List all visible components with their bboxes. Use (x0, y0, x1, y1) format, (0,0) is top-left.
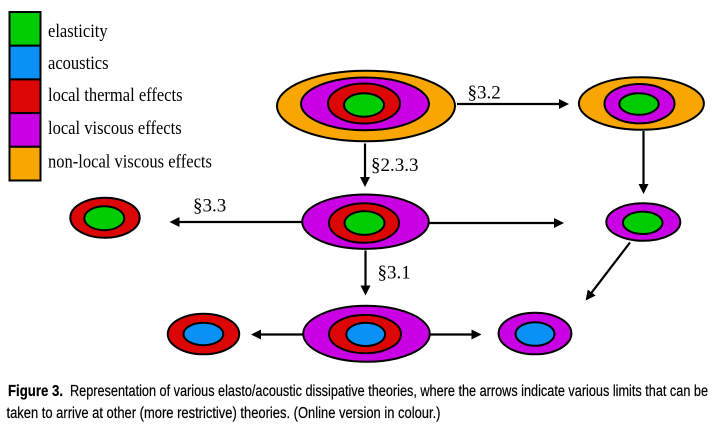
svg-text:§3.3: §3.3 (193, 196, 226, 217)
svg-text:local thermal effects: local thermal effects (48, 84, 183, 105)
svg-text:Figure 3.: Figure 3. (8, 383, 63, 400)
svg-text:elasticity: elasticity (48, 20, 108, 41)
svg-text:Representation of various elas: Representation of various elasto/acousti… (70, 383, 708, 400)
svg-text:§2.3.3: §2.3.3 (371, 155, 419, 176)
svg-text:acoustics: acoustics (48, 52, 109, 73)
svg-text:non-local viscous effects: non-local viscous effects (48, 151, 212, 172)
svg-text:§3.1: §3.1 (378, 263, 411, 284)
svg-text:taken to arrive at other (more: taken to arrive at other (more restricti… (7, 405, 441, 422)
svg-text:§3.2: §3.2 (468, 83, 501, 104)
svg-text:local viscous effects: local viscous effects (48, 117, 182, 138)
